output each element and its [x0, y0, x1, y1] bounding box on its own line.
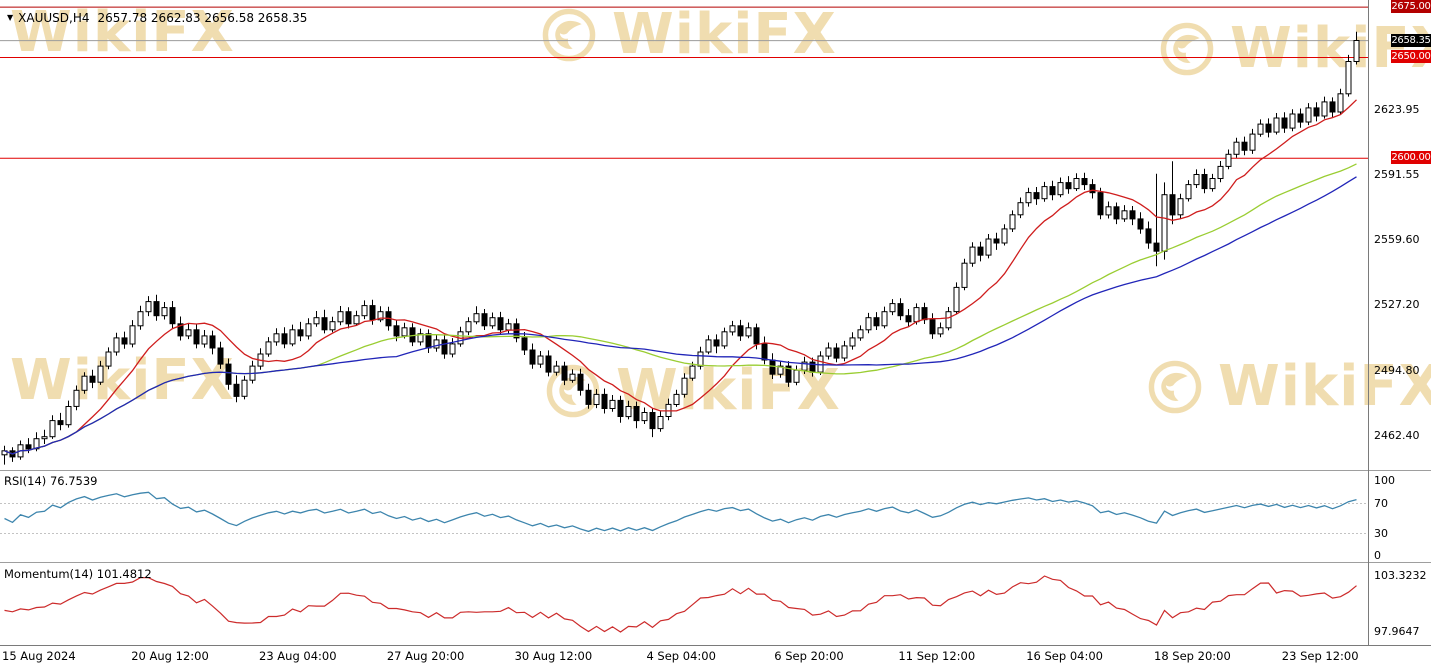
momentum-label: Momentum(14) 101.4812	[4, 567, 152, 581]
symbol-timeframe-label: XAUUSD,H4	[18, 11, 90, 25]
wikifx-watermark-text: WikiFX	[10, 348, 235, 413]
wikifx-watermark: WikiFX	[1158, 16, 1431, 81]
wikifx-watermark: WikiFX	[0, 0, 235, 65]
wikifx-eagle-icon	[542, 8, 596, 61]
time-axis-label: 18 Sep 20:00	[1154, 649, 1231, 663]
time-axis-label: 23 Sep 12:00	[1281, 649, 1359, 663]
main-price-chart[interactable]	[0, 0, 1368, 470]
momentum-indicator-panel[interactable]	[0, 563, 1368, 645]
price-axis-label: 2591.55	[1374, 168, 1420, 182]
wikifx-watermark: WikiFX	[540, 2, 837, 67]
rsi-axis-label: 70	[1374, 496, 1388, 510]
wikifx-watermark: WikiFX	[0, 348, 235, 413]
wikifx-watermark-text: WikiFX	[612, 2, 837, 67]
time-axis[interactable]: 15 Aug 2024 20 Aug 12:00 23 Aug 04:00 27 Au…	[0, 648, 1431, 667]
momentum-line	[4, 575, 1357, 633]
current-price-badge: 2658.35	[1391, 33, 1431, 47]
symbol-dropdown-arrow[interactable]: ▼	[7, 13, 14, 22]
time-axis-label: 4 Sep 04:00	[646, 649, 716, 663]
price-axis-border	[1368, 0, 1369, 646]
ma-slow-line	[4, 176, 1357, 455]
symbol-info-bar: ▼ XAUUSD,H4 2657.78 2662.83 2656.58 2658.3…	[7, 11, 307, 25]
rsi-axis-label: 0	[1374, 549, 1381, 562]
panel-separator	[0, 645, 1431, 646]
momentum-axis-label: 97.9647	[1374, 625, 1420, 638]
price-axis-label: 2527.20	[1374, 298, 1420, 312]
time-axis-label: 15 Aug 2024	[2, 649, 76, 663]
rsi-axis-label: 30	[1374, 526, 1388, 540]
time-axis-label: 6 Sep 20:00	[774, 649, 844, 663]
price-line-badge: 2650.00	[1391, 50, 1431, 64]
time-axis-label: 11 Sep 12:00	[898, 649, 976, 663]
rsi-line	[4, 491, 1357, 533]
time-axis-label: 30 Aug 12:00	[514, 649, 593, 663]
panel-separator	[0, 562, 1431, 563]
wikifx-eagle-icon	[1148, 360, 1202, 413]
wikifx-watermark: WikiFX	[1146, 354, 1431, 419]
price-line-badge: 2600.00	[1391, 151, 1431, 165]
time-axis-label: 16 Sep 04:00	[1026, 649, 1103, 663]
wikifx-eagle-icon	[1160, 22, 1214, 75]
time-axis-label: 27 Aug 20:00	[386, 649, 465, 663]
price-axis-label: 2623.95	[1374, 103, 1420, 117]
time-axis-label: 23 Aug 04:00	[259, 649, 337, 663]
rsi-indicator-panel[interactable]	[0, 471, 1368, 562]
wikifx-watermark-text: WikiFX	[1230, 16, 1431, 81]
rsi-axis-label: 100	[1374, 474, 1395, 487]
price-axis-label: 2462.40	[1374, 428, 1420, 442]
momentum-axis-label: 103.3232	[1374, 569, 1427, 582]
panel-separator	[0, 470, 1431, 471]
wikifx-watermark-text: WikiFX	[10, 0, 235, 65]
ma-mid-line	[4, 163, 1357, 455]
candles	[1, 31, 1360, 465]
ohlc-readout: 2657.78 2662.83 2656.58 2658.35	[97, 11, 308, 25]
ma-fast-line	[4, 99, 1357, 455]
wikifx-watermark-text: WikiFX	[1218, 354, 1431, 419]
time-axis-label: 20 Aug 12:00	[131, 649, 209, 663]
rsi-label: RSI(14) 76.7539	[4, 474, 98, 488]
price-axis-label: 2559.60	[1374, 232, 1420, 246]
price-line-badge: 2675.00	[1391, 0, 1431, 14]
price-axis-label: 2494.80	[1374, 363, 1420, 377]
